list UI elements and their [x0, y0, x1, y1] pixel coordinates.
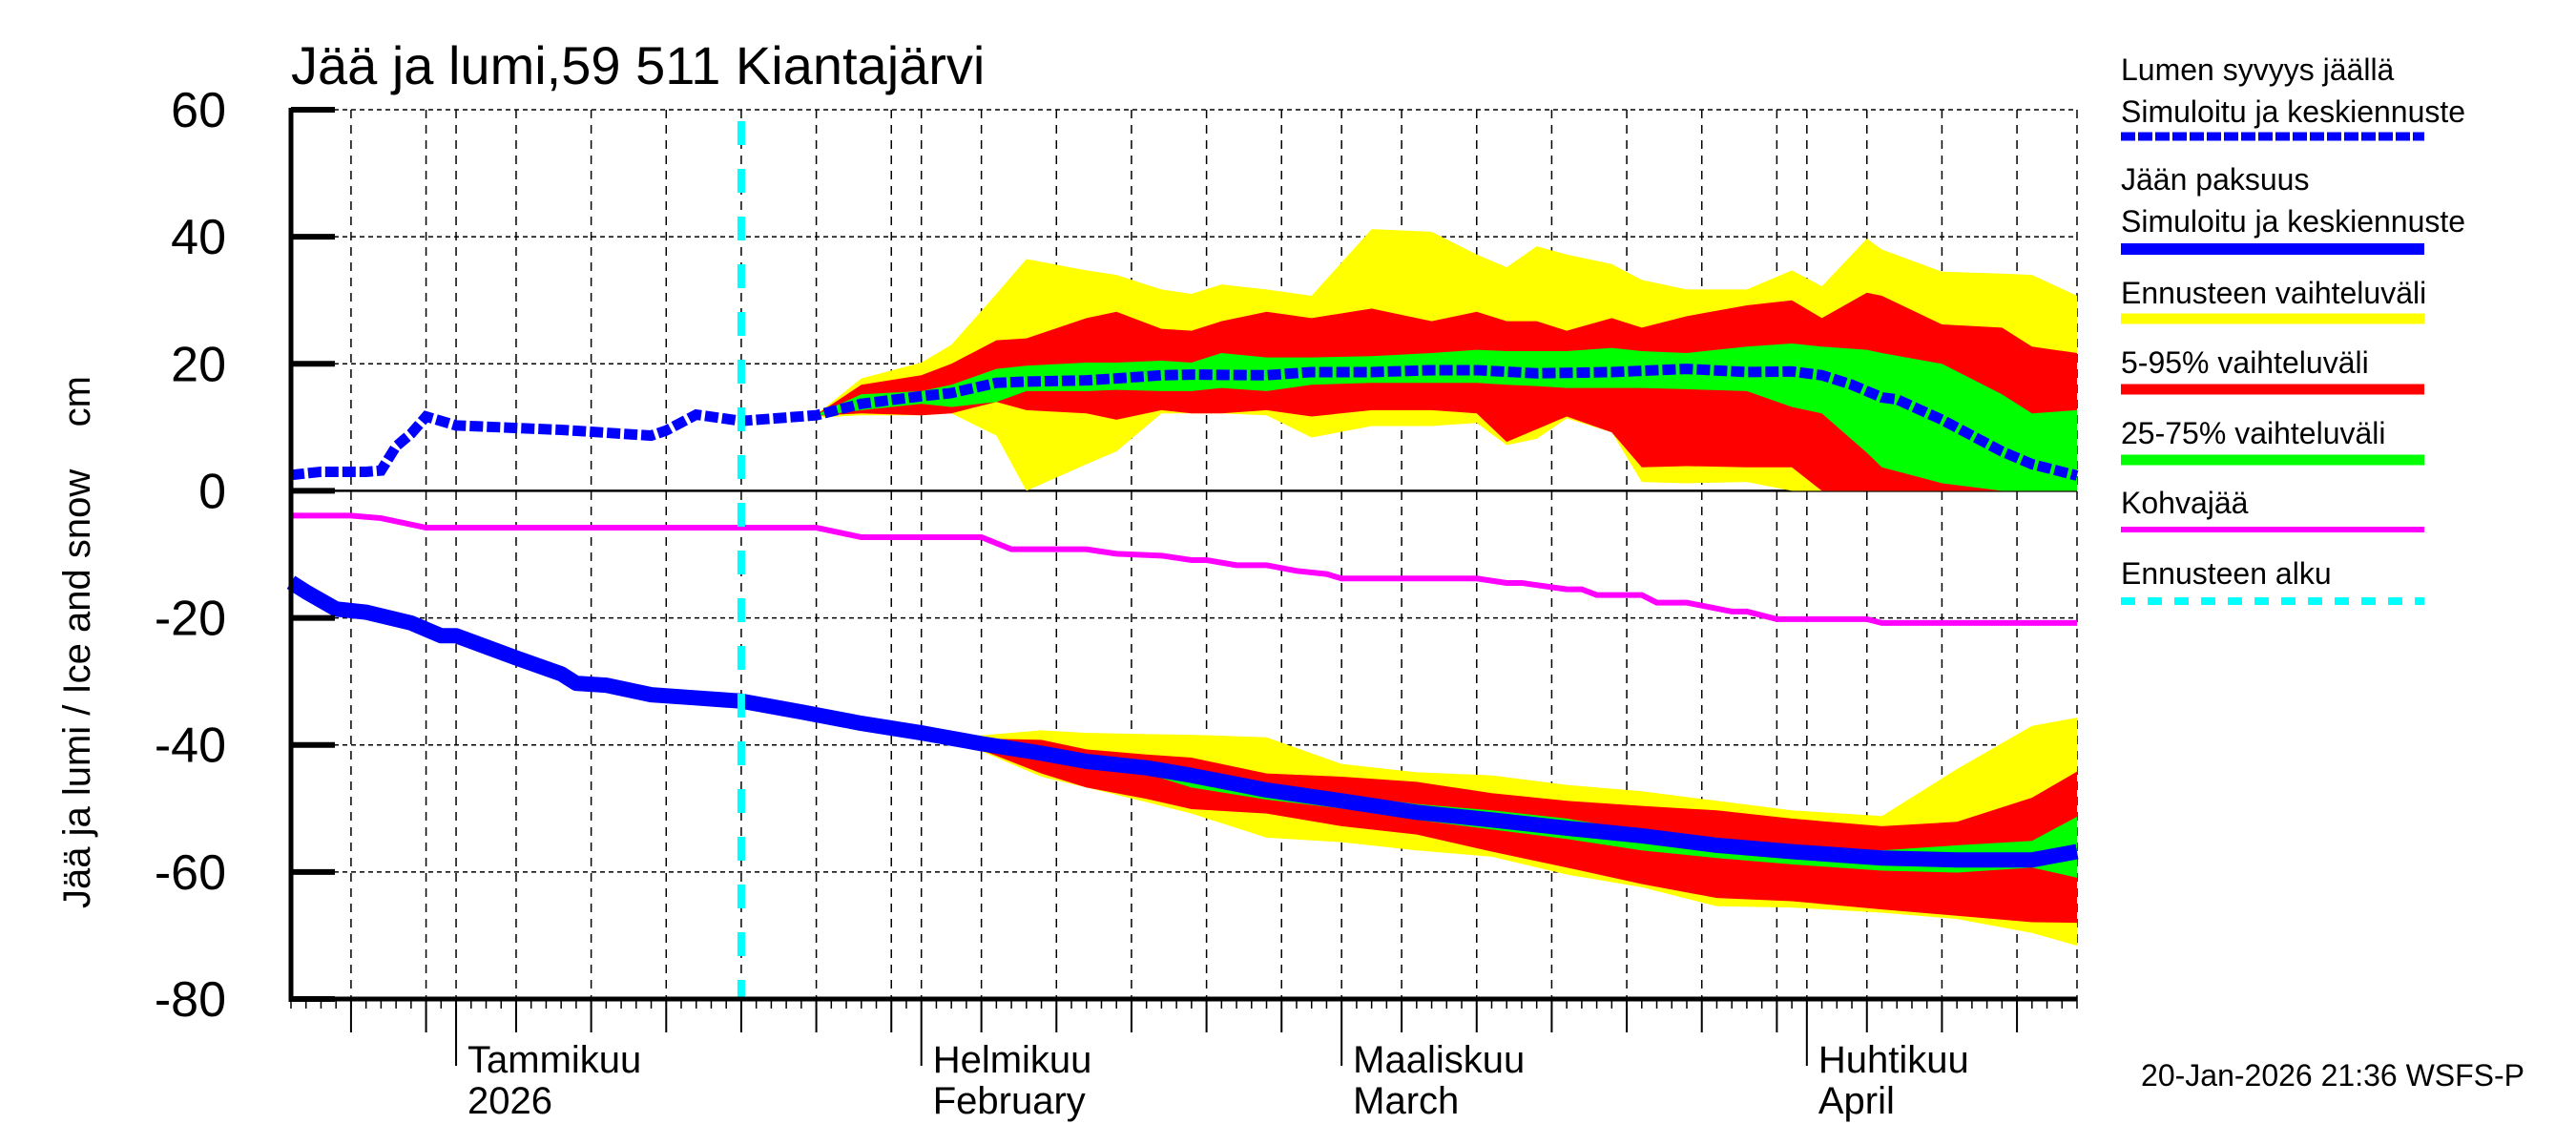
y-tick-label: -60: [155, 845, 226, 901]
y-tick-label: 0: [198, 464, 226, 519]
snow-5-95-band: [816, 292, 2077, 491]
legend-label: Simuloitu ja keskiennuste: [2121, 94, 2465, 129]
y-tick-label: -20: [155, 592, 226, 647]
y-axis-label: Jää ja lumi / Ice and snow cm: [56, 376, 98, 908]
legend-label: Kohvajää: [2121, 486, 2249, 520]
chart-title: Jää ja lumi,59 511 Kiantajärvi: [291, 35, 985, 95]
legend-label: Jään paksuus: [2121, 162, 2309, 197]
y-tick-label: -40: [155, 718, 226, 774]
series-lines: [286, 121, 2079, 999]
y-tick-label: -80: [155, 972, 226, 1028]
month-label: Maaliskuu: [1353, 1039, 1525, 1081]
month-label: Helmikuu: [933, 1039, 1092, 1081]
month-label: Huhtikuu: [1818, 1039, 1969, 1081]
y-tick-label: 60: [171, 83, 226, 138]
legend-label: Ennusteen alku: [2121, 556, 2332, 591]
ice-thickness-line: [286, 575, 2079, 868]
month-label-sub: March: [1353, 1080, 1459, 1122]
legend-label: Simuloitu ja keskiennuste: [2121, 204, 2465, 239]
kohvajaa-line: [291, 512, 2077, 626]
legend-label: 25-75% vaihteluväli: [2121, 416, 2386, 450]
legend: Lumen syvyys jäällä Simuloitu ja keskienn…: [2121, 52, 2465, 605]
y-tick-label: 40: [171, 210, 226, 265]
legend-label: Lumen syvyys jäällä: [2121, 52, 2395, 87]
timestamp: 20-Jan-2026 21:36 WSFS-P: [2141, 1058, 2524, 1093]
forecast-bands: [816, 229, 2078, 947]
month-label-sub: 2026: [467, 1080, 552, 1122]
legend-label: Ennusteen vaihteluväli: [2121, 276, 2426, 310]
month-label-sub: April: [1818, 1080, 1895, 1122]
legend-label: 5-95% vaihteluväli: [2121, 345, 2369, 380]
month-label: Tammikuu: [467, 1039, 641, 1081]
snow-depth-line: [290, 364, 2079, 481]
month-label-sub: February: [933, 1080, 1086, 1122]
y-tick-label: 20: [171, 337, 226, 392]
